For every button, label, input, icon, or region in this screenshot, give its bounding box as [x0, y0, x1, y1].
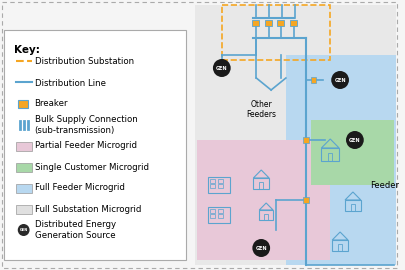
Circle shape	[331, 71, 349, 89]
Bar	[303, 137, 309, 143]
Circle shape	[213, 59, 231, 77]
FancyBboxPatch shape	[4, 30, 186, 260]
Bar	[218, 214, 223, 218]
Text: Distribution Substation: Distribution Substation	[34, 58, 134, 66]
Bar	[311, 77, 316, 83]
Circle shape	[346, 131, 364, 149]
Text: Breaker: Breaker	[34, 100, 68, 109]
Text: GEN: GEN	[349, 137, 361, 143]
Text: GEN: GEN	[334, 77, 346, 83]
Text: GEN: GEN	[19, 228, 28, 232]
Bar	[332, 240, 348, 251]
Text: Distributed Energy
Generation Source: Distributed Energy Generation Source	[34, 220, 116, 240]
Bar	[265, 20, 272, 26]
Bar	[311, 120, 394, 185]
Bar	[328, 153, 332, 161]
Bar	[277, 20, 284, 26]
Bar	[322, 148, 339, 161]
Bar	[218, 184, 223, 188]
Bar	[303, 197, 309, 203]
Bar	[210, 209, 215, 213]
Circle shape	[252, 239, 270, 257]
Bar	[290, 20, 297, 26]
Text: Full Feeder Microgrid: Full Feeder Microgrid	[34, 184, 124, 193]
Text: Key:: Key:	[14, 45, 40, 55]
Bar	[252, 20, 259, 26]
Text: Bulk Supply Connection
(sub-transmission): Bulk Supply Connection (sub-transmission…	[34, 115, 137, 135]
Bar	[254, 178, 269, 189]
Bar	[16, 163, 32, 172]
Text: GEN: GEN	[216, 66, 228, 70]
Bar	[197, 140, 330, 260]
Bar	[210, 214, 215, 218]
Text: Other
Feeders: Other Feeders	[246, 100, 276, 119]
Bar	[18, 100, 28, 108]
Bar	[210, 184, 215, 188]
Bar	[218, 209, 223, 213]
Bar	[259, 182, 263, 189]
Text: Full Substation Microgrid: Full Substation Microgrid	[34, 204, 141, 214]
Bar	[286, 55, 396, 265]
Bar	[16, 142, 32, 151]
Bar	[210, 179, 215, 183]
Bar	[195, 5, 396, 265]
Circle shape	[18, 224, 30, 236]
Bar	[208, 207, 230, 223]
Text: Feeder: Feeder	[370, 181, 399, 190]
Bar	[338, 244, 342, 251]
Bar	[16, 205, 32, 214]
Text: Distribution Line: Distribution Line	[34, 79, 106, 87]
Bar	[208, 177, 230, 193]
Bar	[259, 210, 273, 220]
Bar	[351, 204, 355, 211]
Text: Partial Feeder Microgrid: Partial Feeder Microgrid	[34, 141, 136, 150]
Bar	[345, 200, 361, 211]
Bar	[264, 214, 268, 220]
Bar	[16, 184, 32, 193]
Text: GEN: GEN	[256, 245, 267, 251]
Bar	[218, 179, 223, 183]
Text: Single Customer Microgrid: Single Customer Microgrid	[34, 163, 149, 171]
